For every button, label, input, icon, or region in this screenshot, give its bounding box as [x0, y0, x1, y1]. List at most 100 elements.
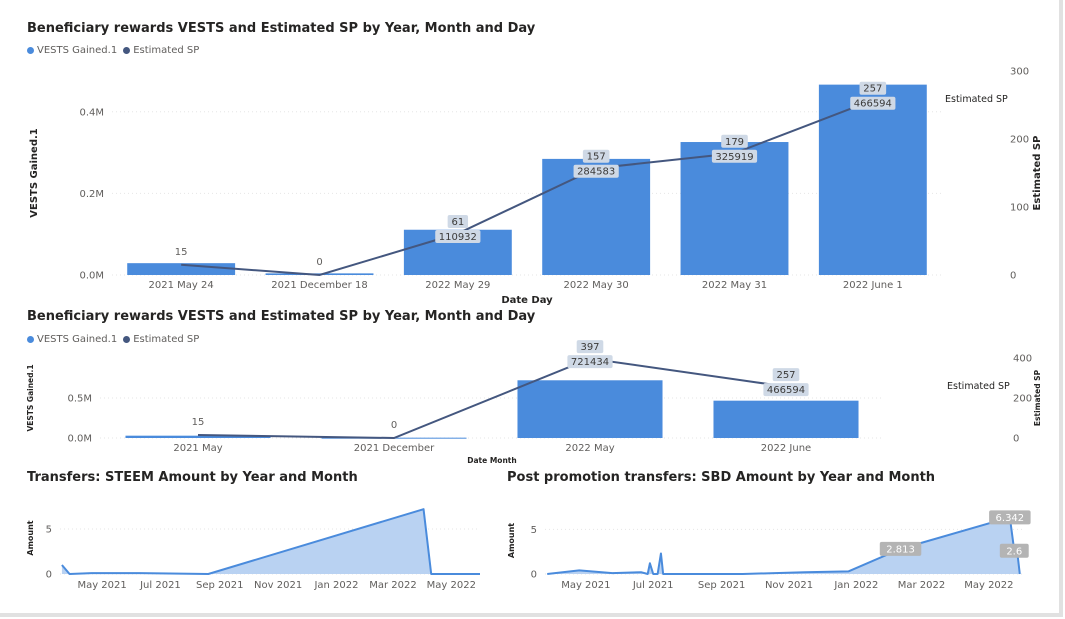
x-tick-label: May 2022	[427, 580, 476, 591]
bar-data-label-box	[573, 164, 619, 178]
y2-tick-label: 0	[1010, 271, 1016, 282]
line-data-label-box	[447, 215, 469, 229]
x-tick-label: 2021 December 18	[271, 280, 367, 291]
area-fill	[61, 509, 480, 574]
line-data-label-box	[859, 81, 887, 95]
line-data-label: 15	[175, 247, 188, 258]
bar-data-label: 284583	[577, 167, 615, 178]
legend-dot-icon	[123, 336, 131, 343]
chart2-legend: VESTS Gained.1 Estimated SP	[27, 334, 199, 345]
x-tick-label: Mar 2022	[898, 580, 946, 591]
bar-data-label: 110932	[439, 232, 477, 243]
x-tick-label: 2022 May 30	[564, 280, 629, 291]
data-label: 6.342	[996, 513, 1025, 524]
y2-tick-label: 100	[1010, 203, 1029, 214]
y-tick-label: 0	[46, 570, 52, 581]
x-tick-label: May 2021	[561, 580, 610, 591]
legend-dot-icon	[123, 47, 131, 54]
x-tick-label: Jan 2022	[313, 580, 358, 591]
x-tick-label: Jul 2021	[632, 580, 674, 591]
y-tick-label: 0	[531, 570, 537, 581]
line-data-label: 179	[725, 137, 744, 148]
y-axis-title: Amount	[507, 523, 516, 558]
line-end-label: Estimated SP	[945, 94, 1008, 105]
y-axis-title: Amount	[26, 520, 35, 555]
y2-tick-label: 0	[1013, 434, 1019, 445]
x-tick-label: Nov 2021	[765, 580, 813, 591]
data-label-box	[879, 541, 922, 556]
chart2-legend-sp[interactable]: Estimated SP	[123, 334, 199, 345]
y-axis-title: VESTS Gained.1	[29, 128, 40, 218]
x-axis-title: Date Month	[467, 456, 516, 465]
line-data-label: 0	[316, 257, 322, 268]
line-data-label: 0	[391, 420, 397, 431]
data-label: 2.813	[886, 544, 915, 555]
bar	[713, 400, 859, 438]
x-axis-title: Date Day	[501, 295, 553, 306]
x-tick-label: 2022 May 31	[702, 280, 767, 291]
legend-dot-icon	[27, 336, 34, 343]
data-label: 2.6	[1006, 546, 1022, 557]
chart1-legend: VESTS Gained.1 Estimated SP	[27, 45, 199, 56]
y-tick-label: 0.0M	[67, 434, 92, 445]
line-data-label-box	[576, 340, 604, 354]
bar-data-label-box	[763, 383, 809, 397]
bar-data-label-box	[850, 96, 896, 110]
x-tick-label: 2022 May 29	[425, 280, 490, 291]
x-tick-label: May 2022	[964, 580, 1013, 591]
area-fill	[547, 517, 1020, 574]
bar-data-label: 721434	[571, 357, 609, 368]
series-line	[197, 357, 787, 440]
line-data-label: 15	[192, 417, 205, 428]
line-data-label: 257	[863, 84, 882, 95]
line-end-label: Estimated SP	[947, 381, 1010, 392]
bar-data-label: 466594	[854, 99, 892, 110]
area-line	[61, 508, 480, 575]
legend-label: VESTS Gained.1	[37, 334, 118, 345]
x-tick-label: 2022 June 1	[843, 280, 903, 291]
chart2-legend-vests[interactable]: VESTS Gained.1	[27, 334, 117, 345]
legend-label: VESTS Gained.1	[37, 45, 118, 56]
bar-data-label-box	[435, 230, 481, 244]
line-data-label: 157	[587, 152, 606, 163]
y2-tick-label: 200	[1013, 394, 1032, 405]
bar	[125, 435, 271, 438]
y-tick-label: 5	[531, 525, 537, 536]
bar-data-label: 325919	[715, 152, 753, 163]
data-label-box	[999, 543, 1029, 558]
line-data-label: 397	[580, 342, 599, 353]
y2-tick-label: 200	[1010, 135, 1029, 146]
bar-data-label: 466594	[767, 385, 805, 396]
x-tick-label: Jan 2022	[833, 580, 878, 591]
line-data-label-box	[721, 134, 748, 148]
y2-tick-label: 300	[1010, 67, 1029, 78]
x-tick-label: Nov 2021	[254, 580, 302, 591]
bar	[542, 158, 651, 275]
data-label-box	[989, 510, 1031, 525]
line-data-label: 61	[451, 217, 464, 228]
legend-dot-icon	[27, 47, 34, 54]
y-tick-label: 0.2M	[79, 189, 104, 200]
chart1-legend-sp[interactable]: Estimated SP	[123, 45, 199, 56]
y-axis-title: VESTS Gained.1	[26, 364, 35, 431]
chart2-title: Beneficiary rewards VESTS and Estimated …	[27, 309, 536, 324]
y2-axis-title: Estimated SP	[1033, 369, 1042, 426]
x-tick-label: 2021 May	[173, 443, 222, 454]
bar	[517, 380, 663, 438]
legend-label: Estimated SP	[133, 334, 200, 345]
x-tick-label: 2021 May 24	[149, 280, 214, 291]
y-tick-label: 0.5M	[67, 394, 92, 405]
chart4-title: Post promotion transfers: SBD Amount by …	[507, 470, 936, 485]
x-tick-label: Mar 2022	[369, 580, 417, 591]
x-tick-label: Sep 2021	[196, 580, 243, 591]
bar	[818, 84, 927, 276]
x-tick-label: Jul 2021	[139, 580, 181, 591]
x-tick-label: 2021 December	[354, 443, 435, 454]
chart1-legend-vests[interactable]: VESTS Gained.1	[27, 45, 117, 56]
y2-tick-label: 400	[1013, 354, 1032, 365]
line-data-label-box	[582, 149, 610, 163]
series-line	[181, 99, 874, 277]
line-data-label: 257	[776, 370, 795, 381]
legend-label: Estimated SP	[133, 45, 200, 56]
